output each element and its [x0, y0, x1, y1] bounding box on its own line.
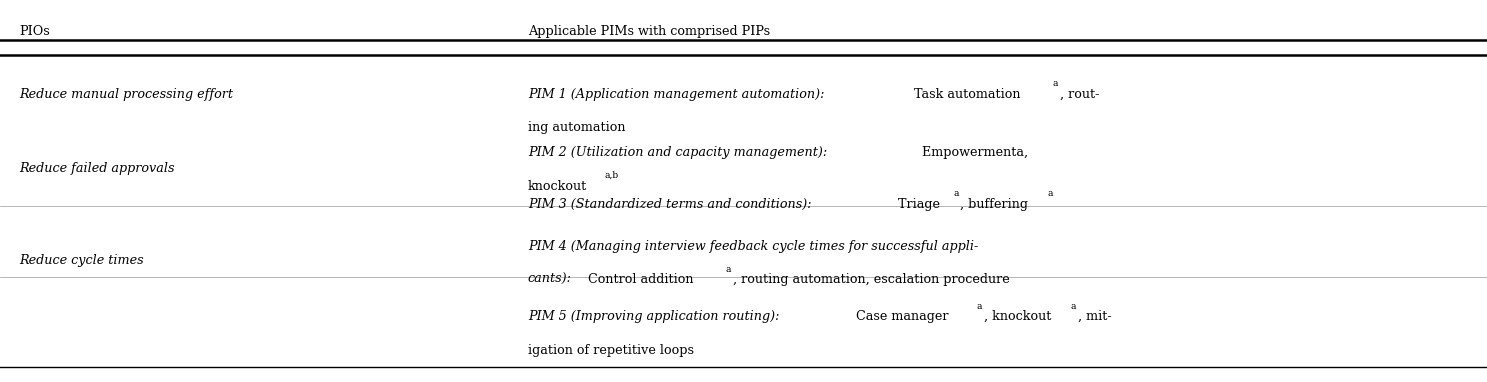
- Text: cants):: cants):: [528, 273, 572, 286]
- Text: a: a: [977, 302, 983, 311]
- Text: , rout-: , rout-: [1060, 88, 1099, 101]
- Text: ing automation: ing automation: [528, 121, 626, 134]
- Text: , knockout: , knockout: [984, 310, 1051, 323]
- Text: a: a: [726, 265, 732, 274]
- Text: , buffering: , buffering: [961, 198, 1028, 211]
- Text: Reduce failed approvals: Reduce failed approvals: [19, 162, 175, 175]
- Text: , routing automation, escalation procedure: , routing automation, escalation procedu…: [733, 273, 1010, 286]
- Text: a: a: [1071, 302, 1077, 311]
- Text: knockout: knockout: [528, 180, 587, 193]
- Text: Applicable PIMs with comprised PIPs: Applicable PIMs with comprised PIPs: [528, 25, 770, 38]
- Text: a: a: [953, 189, 959, 199]
- Text: igation of repetitive loops: igation of repetitive loops: [528, 344, 694, 357]
- Text: a,b: a,b: [604, 171, 619, 180]
- Text: Task automation: Task automation: [910, 88, 1020, 101]
- Text: Empowermenta,: Empowermenta,: [915, 146, 1028, 159]
- Text: Reduce cycle times: Reduce cycle times: [19, 254, 144, 267]
- Text: Reduce manual processing effort: Reduce manual processing effort: [19, 88, 233, 101]
- Text: PIM 1 (Application management automation):: PIM 1 (Application management automation…: [528, 88, 824, 101]
- Text: PIM 3 (Standardized terms and conditions):: PIM 3 (Standardized terms and conditions…: [528, 198, 812, 211]
- Text: Triage: Triage: [894, 198, 940, 211]
- Text: a: a: [1048, 189, 1053, 199]
- Text: PIM 2 (Utilization and capacity management):: PIM 2 (Utilization and capacity manageme…: [528, 146, 827, 159]
- Text: a: a: [1053, 79, 1059, 89]
- Text: PIOs: PIOs: [19, 25, 51, 38]
- Text: Control addition: Control addition: [584, 273, 694, 286]
- Text: PIM 4 (Managing interview feedback cycle times for successful appli-: PIM 4 (Managing interview feedback cycle…: [528, 240, 978, 253]
- Text: , mit-: , mit-: [1078, 310, 1111, 323]
- Text: Case manager: Case manager: [852, 310, 949, 323]
- Text: PIM 5 (Improving application routing):: PIM 5 (Improving application routing):: [528, 310, 779, 323]
